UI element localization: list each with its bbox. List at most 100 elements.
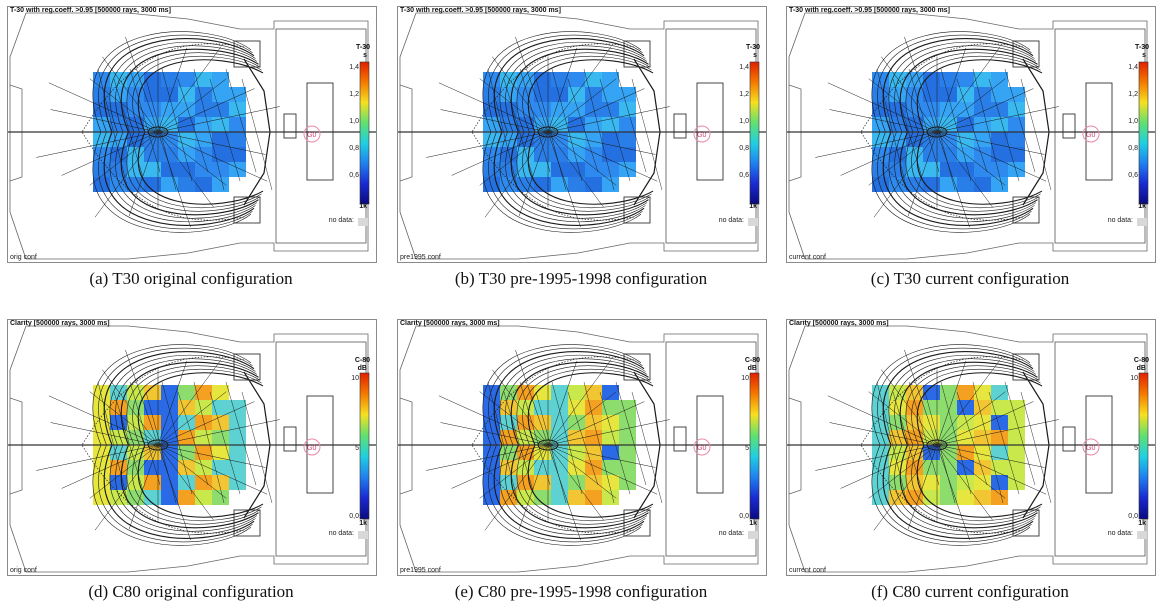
mesh-line	[868, 131, 938, 186]
mesh-line	[972, 68, 1004, 191]
mesh-line	[547, 360, 578, 446]
floor-plan-diagram: G0	[8, 12, 376, 260]
map-cell	[161, 177, 178, 192]
map-cell	[602, 147, 619, 162]
mesh-line	[129, 381, 161, 486]
map-cell	[534, 385, 551, 400]
source-marker	[303, 438, 321, 456]
map-cell	[974, 430, 991, 445]
mesh-line	[936, 444, 1045, 468]
mesh-line	[157, 444, 268, 495]
mesh-line	[157, 401, 255, 446]
mesh-line	[157, 131, 266, 155]
legend-tick: 1,2	[349, 91, 359, 98]
map-cell	[940, 147, 957, 162]
mesh-line	[157, 131, 227, 186]
mesh-line	[177, 391, 209, 486]
map-cell	[229, 117, 246, 132]
map-cell	[144, 72, 161, 87]
mesh-line	[241, 78, 273, 191]
map-cell	[1008, 430, 1025, 445]
map-cell	[991, 385, 1008, 400]
map-cell	[991, 430, 1008, 445]
map-cell	[551, 460, 568, 475]
map-cell	[889, 385, 906, 400]
map-cell	[127, 475, 144, 490]
map-cell	[585, 430, 602, 445]
mesh-line	[157, 131, 214, 208]
mesh-line	[225, 381, 257, 486]
building-outline	[9, 325, 369, 573]
map-cell	[974, 460, 991, 475]
map-cell	[585, 460, 602, 475]
map-cell	[568, 400, 585, 415]
legend-tick: 10	[1130, 375, 1138, 382]
caption-d: (d) C80 original configuration	[88, 582, 294, 601]
mesh-line	[892, 78, 924, 182]
mesh-line	[547, 359, 612, 446]
mesh-line	[157, 78, 227, 133]
mesh-line	[547, 88, 645, 133]
mesh-line	[102, 56, 159, 133]
map-cell	[585, 72, 602, 87]
mesh-line	[547, 444, 604, 521]
map-cell	[178, 400, 195, 415]
mesh-line	[50, 109, 159, 133]
map-cell	[923, 490, 940, 505]
map-cell	[517, 475, 534, 490]
map-cell	[1008, 87, 1025, 102]
map-cell	[957, 177, 974, 192]
map-cell	[178, 475, 195, 490]
map-cell	[923, 162, 940, 177]
map-cell	[602, 117, 619, 132]
map-cell	[872, 400, 889, 415]
mesh-line	[426, 444, 549, 471]
mesh-line	[225, 68, 257, 173]
map-cell	[161, 72, 178, 87]
config-label: current conf	[789, 254, 826, 261]
map-cell	[178, 177, 195, 192]
map-cell	[534, 102, 551, 117]
building-outline	[788, 12, 1148, 260]
mesh-line	[484, 131, 549, 218]
mesh-line	[936, 131, 1045, 155]
map-cell	[483, 162, 500, 177]
map-cell	[957, 430, 974, 445]
legend-name: T-30	[355, 44, 370, 51]
mesh-line	[908, 381, 940, 486]
mesh-line	[547, 444, 581, 541]
map-cell	[585, 415, 602, 430]
map-cell	[991, 475, 1008, 490]
map-cell	[1008, 162, 1025, 177]
map-cell	[974, 117, 991, 132]
map-cell	[500, 132, 517, 147]
map-cell	[229, 132, 246, 147]
no-data-swatch	[1137, 218, 1147, 226]
mesh-line	[518, 131, 549, 217]
map-cell	[923, 400, 940, 415]
mesh-line	[907, 444, 938, 530]
mesh-line	[241, 391, 273, 504]
mesh-line	[551, 381, 583, 495]
colorbar	[1138, 372, 1149, 520]
caption-b: (b) T30 pre-1995-1998 configuration	[454, 269, 708, 288]
mesh-line	[128, 131, 159, 217]
legend-tick: 0,6	[1128, 172, 1138, 179]
map-cell	[517, 162, 534, 177]
map-cell	[110, 147, 127, 162]
mesh-line	[438, 395, 549, 446]
hub-ellipse	[926, 126, 948, 138]
legend-frequency: 1k	[359, 203, 367, 210]
map-cell	[906, 385, 923, 400]
legend-frequency: 1k	[1138, 520, 1146, 527]
mesh-line	[904, 349, 938, 446]
map-cell	[500, 385, 517, 400]
mesh-line	[940, 381, 972, 495]
config-label: orig conf	[10, 567, 37, 574]
mesh-line	[936, 88, 1034, 133]
map-cell	[906, 162, 923, 177]
map-cell	[212, 132, 229, 147]
no-data-label: no data:	[1107, 217, 1133, 224]
map-cell	[93, 87, 110, 102]
mesh-line	[936, 106, 1059, 133]
